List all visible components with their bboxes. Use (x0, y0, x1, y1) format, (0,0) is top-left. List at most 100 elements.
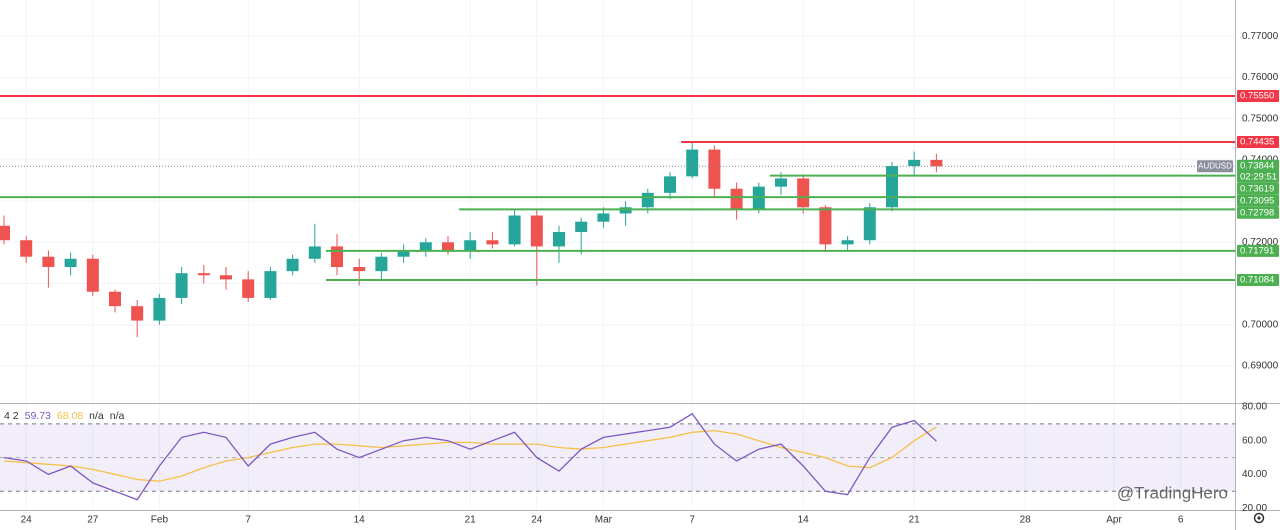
watermark: @TradingHero (1117, 483, 1228, 502)
x-tick-label: Apr (1106, 515, 1122, 526)
candle-body (308, 246, 321, 259)
level-tag-label: 0.74435 (1240, 136, 1274, 147)
x-tick-label: 27 (87, 515, 99, 526)
settings-icon-ring (1253, 512, 1265, 524)
last-price-tag (1237, 159, 1279, 183)
candle-body (553, 231, 565, 247)
candle-body (797, 178, 810, 208)
x-tick-label: 21 (909, 515, 921, 526)
candle-body (464, 240, 477, 251)
candle-body (64, 258, 77, 268)
rsi-line (3, 412, 937, 501)
level-tag-label: 0.72798 (1240, 207, 1274, 218)
candle-body (775, 178, 787, 187)
level-tag-label: 0.71084 (1240, 275, 1274, 286)
last-price-label: 0.73844 (1240, 160, 1274, 171)
level-tag (1237, 274, 1279, 287)
candle-body (286, 258, 299, 272)
level-tag (1237, 182, 1279, 195)
candle-body (264, 271, 277, 298)
x-tick-label: Mar (595, 515, 613, 526)
x-tick-label: 24 (531, 515, 543, 526)
candle-body (597, 213, 610, 222)
level-tag-label: 0.73095 (1240, 195, 1274, 206)
grid (0, 0, 1235, 510)
rsi-pane (0, 412, 1235, 501)
rsi-tick-label: 40.00 (1242, 469, 1267, 480)
candle-body (20, 240, 33, 257)
candle-body (86, 258, 99, 292)
candle-body (708, 149, 721, 189)
countdown-label: 02:29:51 (1240, 171, 1277, 182)
candle-body (419, 242, 432, 251)
level-tag (1237, 90, 1279, 103)
symbol-label: AUDUSD (1198, 161, 1232, 170)
x-tick-label: 28 (1020, 515, 1032, 526)
settings-icon-center (1257, 516, 1261, 520)
candle-body (530, 215, 543, 247)
candle-body (686, 149, 699, 177)
rsi-params: 4 2 (4, 410, 19, 422)
candle-body (331, 246, 343, 268)
candle-body (0, 225, 10, 241)
x-tick-label: 7 (689, 515, 695, 526)
x-tick-label: 14 (354, 515, 366, 526)
level-tag-label: 0.71791 (1240, 245, 1274, 256)
y-tick-label: 0.69000 (1242, 361, 1279, 372)
y-tick-label: 0.72000 (1242, 237, 1279, 248)
candle-body (175, 273, 188, 298)
x-tick-label: 21 (465, 515, 477, 526)
y-tick-label: 0.75000 (1242, 113, 1279, 124)
candle-body (730, 188, 743, 210)
candle-body (508, 215, 521, 245)
rsi-value: 59.73 (25, 410, 51, 422)
candle-body (153, 297, 166, 321)
settings-icon[interactable] (1253, 512, 1265, 524)
candle-body (641, 192, 654, 208)
candle-body (242, 279, 255, 298)
y-tick-label: 0.76000 (1242, 72, 1279, 83)
candle-body (841, 240, 854, 245)
level-tag-label: 0.73619 (1240, 183, 1274, 194)
candle-body (353, 267, 366, 272)
candle-body (863, 207, 876, 241)
level-tag (1237, 194, 1279, 207)
candle-body (131, 306, 144, 321)
candle-body (819, 207, 832, 245)
x-tick-label: Feb (151, 515, 169, 526)
rsi-tick-label: 20.00 (1242, 503, 1267, 514)
symbol-tag (1197, 160, 1233, 173)
candle-body (109, 291, 121, 307)
candle-body (375, 256, 388, 272)
candle-body (220, 275, 232, 280)
rsi-tick-label: 60.00 (1242, 435, 1267, 446)
level-tag (1237, 206, 1279, 219)
x-tick-label: 7 (245, 515, 251, 526)
x-tick-label: 6 (1178, 515, 1184, 526)
level-tag (1237, 244, 1279, 257)
candle-body (908, 159, 921, 167)
y-tick-label: 0.77000 (1242, 31, 1279, 42)
rsi-ma-line (3, 426, 937, 482)
candle-body (664, 176, 676, 193)
candle-body (930, 159, 943, 167)
candle-body (442, 242, 454, 251)
candle-body (397, 250, 410, 257)
price-pane: AUDUSD (0, 95, 1235, 338)
axes: 24 27 Feb 7 14 21 24 Mar 7 14 21 28 Apr 6 0.69000 0.700… (21, 31, 1279, 526)
level-tag-label: 0.75550 (1240, 91, 1274, 102)
candle-body (197, 273, 210, 276)
rsi-na: n/a (89, 410, 104, 422)
candle-body (42, 256, 55, 268)
rsi-value: 68.08 (57, 410, 83, 422)
level-tag (1237, 135, 1279, 148)
rsi-na: n/a (110, 410, 125, 422)
y-tick-label: 0.70000 (1242, 319, 1279, 330)
candle-body (486, 240, 499, 245)
candle-body (575, 221, 588, 232)
x-tick-label: 24 (21, 515, 33, 526)
candle-body (886, 166, 898, 208)
x-tick-label: 14 (798, 515, 810, 526)
